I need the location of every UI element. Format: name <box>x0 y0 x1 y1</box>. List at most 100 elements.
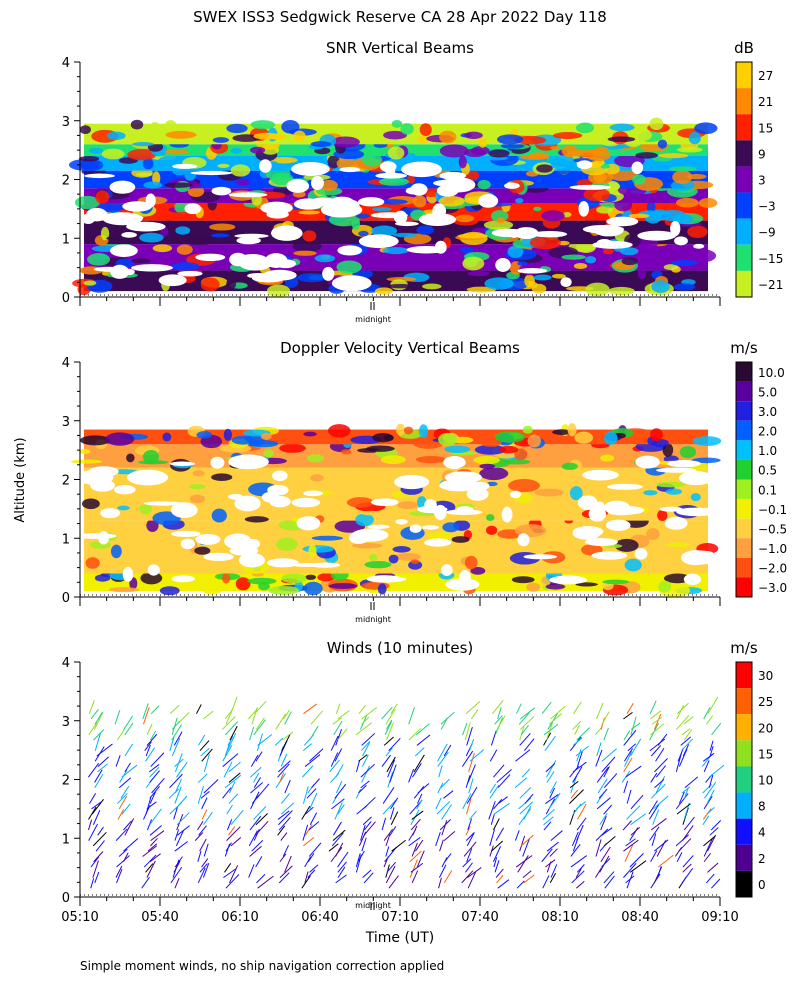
wind-barb <box>604 875 615 889</box>
wind-barb <box>546 841 559 852</box>
wind-barb <box>146 860 156 878</box>
wind-barb <box>255 717 265 730</box>
wind-barb <box>489 784 500 799</box>
wind-profile <box>194 704 219 884</box>
snr-blob <box>583 187 611 202</box>
wind-barb <box>438 877 442 889</box>
wind-barb <box>598 788 608 799</box>
snr-blob <box>536 164 553 173</box>
wind-barb <box>361 754 369 767</box>
wind-barb <box>413 754 425 773</box>
wind-barb <box>332 829 346 841</box>
doppler-title: Doppler Velocity Vertical Beams <box>280 339 520 357</box>
snr-blob <box>387 146 405 160</box>
wind-barb <box>383 828 393 841</box>
wind-barb <box>390 811 399 825</box>
wind-profile <box>355 704 378 884</box>
doppler-colorbar-label: −1.0 <box>758 542 787 556</box>
wind-barb <box>652 716 662 725</box>
wind-barb <box>146 801 157 810</box>
wind-barb <box>174 829 180 841</box>
doppler-gap <box>210 456 225 469</box>
wind-barb <box>331 798 345 810</box>
winds-ytick-label: 1 <box>62 832 70 847</box>
snr-gap <box>401 161 442 178</box>
doppler-colorbar-frame <box>735 361 753 598</box>
wind-barb <box>116 855 130 868</box>
snr-blob <box>549 145 561 150</box>
doppler-colorbar: 10.0 5.0 3.0 2.0 1.0 0.5 0.1 −0.1 −0.5 −1.0 −2.0 −3… <box>735 361 787 598</box>
wind-barb <box>572 761 587 773</box>
doppler-blob <box>105 432 135 446</box>
doppler-colorbar-label: 5.0 <box>758 385 777 399</box>
wind-barb <box>361 716 370 725</box>
wind-barb <box>571 870 585 884</box>
snr-blob <box>439 144 469 158</box>
wind-barb <box>308 842 322 857</box>
wind-barb <box>469 810 477 820</box>
snr-colorbar: 27 21 15 9 3 −3 −9 −15 −21 <box>735 61 783 298</box>
wind-barb <box>174 841 188 852</box>
snr-gap <box>228 192 268 198</box>
doppler-gap <box>122 566 134 582</box>
wind-barb <box>280 793 291 804</box>
wind-barb <box>703 852 711 863</box>
snr-blob <box>651 280 670 293</box>
doppler-gap <box>238 553 266 568</box>
wind-barb <box>203 811 213 826</box>
wind-barb <box>124 818 135 836</box>
wind-barb <box>438 765 443 778</box>
wind-barb <box>519 733 531 746</box>
doppler-gap <box>439 479 480 492</box>
wind-barb <box>142 707 150 725</box>
doppler-gap <box>584 538 618 547</box>
wind-barb <box>703 707 711 720</box>
wind-barb <box>114 710 121 725</box>
doppler-blob <box>503 459 531 465</box>
wind-barb <box>222 744 233 762</box>
winds-units: m/s <box>730 639 758 657</box>
wind-barb <box>358 754 368 762</box>
wind-barb <box>361 837 367 852</box>
wind-barb <box>385 719 393 730</box>
wind-barb <box>550 705 566 720</box>
wind-barb <box>197 820 204 831</box>
snr-blob <box>533 274 552 281</box>
wind-barb <box>226 804 233 815</box>
wind-barb <box>550 864 558 878</box>
doppler-gap <box>605 519 631 531</box>
snr-blob <box>635 152 658 159</box>
wind-barb <box>519 835 526 852</box>
doppler-gap <box>143 501 184 506</box>
wind-profile <box>87 700 113 889</box>
doppler-colorbar-label: −0.5 <box>758 522 787 536</box>
wind-barb <box>280 832 288 841</box>
doppler-blob <box>473 455 500 465</box>
wind-barb <box>416 799 423 810</box>
wind-barb <box>251 840 264 852</box>
wind-barb <box>494 860 500 873</box>
wind-barb <box>681 786 691 794</box>
wind-barb <box>91 801 102 810</box>
wind-barb <box>355 853 361 868</box>
wind-barb <box>603 804 613 815</box>
doppler-colorbar-swatch <box>736 420 752 441</box>
wind-barb <box>488 801 496 820</box>
doppler-blob <box>126 453 135 463</box>
wind-barb <box>601 756 616 773</box>
winds-colorbar-label: 8 <box>758 800 766 814</box>
doppler-blob <box>494 431 526 443</box>
snr-blob <box>466 286 497 293</box>
doppler-blob <box>380 455 406 465</box>
doppler-ytick-label: 2 <box>62 474 70 489</box>
snr-blob <box>670 260 698 266</box>
wind-barb <box>490 730 497 746</box>
wind-barb <box>381 754 391 767</box>
snr-blob <box>139 232 164 243</box>
doppler-gap <box>113 485 136 495</box>
snr-blob <box>250 146 266 154</box>
doppler-blob <box>692 436 722 446</box>
doppler-blob <box>508 479 540 493</box>
doppler-blob <box>514 448 528 461</box>
wind-barb <box>282 844 290 857</box>
